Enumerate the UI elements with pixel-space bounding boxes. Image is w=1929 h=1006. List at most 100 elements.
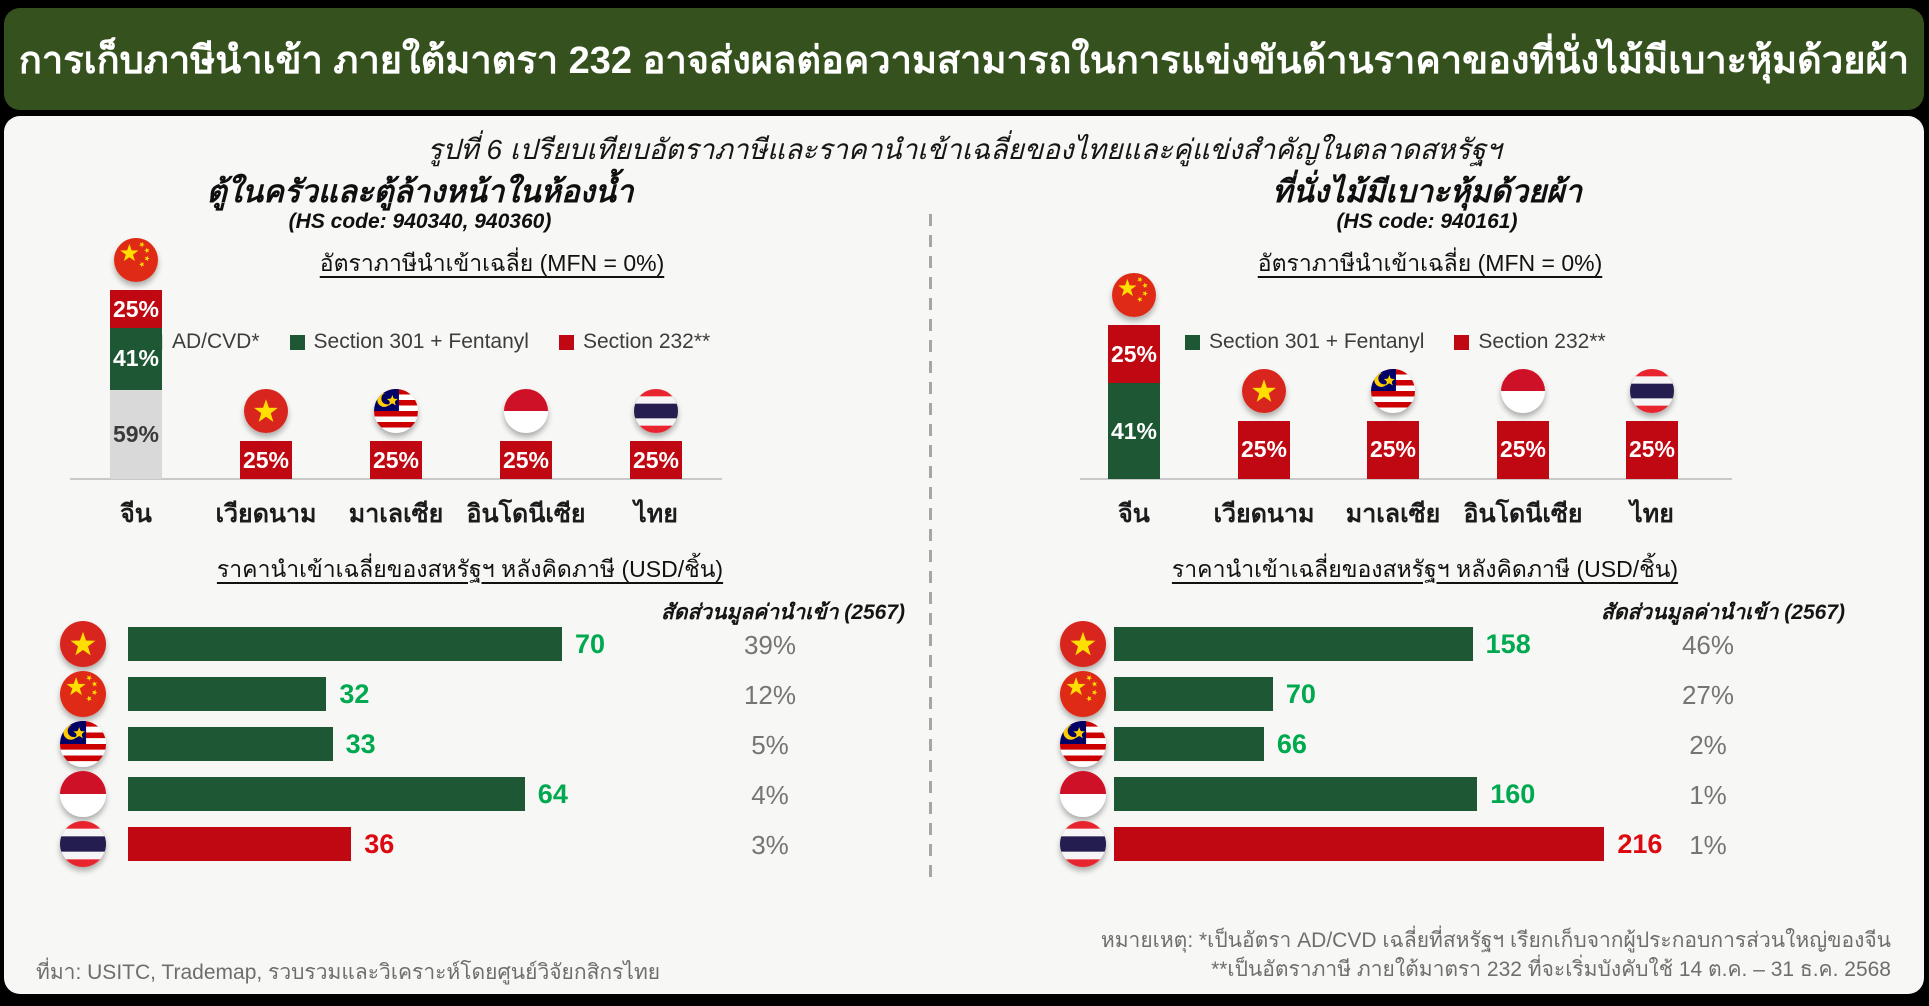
- legend-label: AD/CVD*: [172, 330, 260, 353]
- price-value-vietnam: 70: [575, 629, 606, 659]
- tariff-segment-value: 41%: [112, 345, 160, 372]
- tariff-xlabel-malaysia: มาเลเซีย: [348, 500, 444, 528]
- price-value-thailand: 216: [1617, 829, 1663, 859]
- tariff-segment-value: 25%: [502, 446, 550, 473]
- tariff-xlabel-indonesia: อินโดนีเซีย: [1463, 500, 1583, 528]
- price-bar-indonesia: [1114, 777, 1478, 811]
- price-bar-indonesia: [128, 777, 525, 811]
- legend-item-gray: AD/CVD*: [148, 330, 260, 354]
- flag-thailand-icon: [1060, 821, 1106, 867]
- tariff-xlabel-vietnam: เวียดนาม: [1213, 500, 1315, 528]
- flag-indonesia-icon: [60, 771, 106, 817]
- import-share-vietnam: 46%: [1681, 630, 1735, 660]
- legend-item-red: Section 232**: [1454, 330, 1606, 354]
- left-tariff-heading: อัตราภาษีนำเข้าเฉลี่ย (MFN = 0%): [319, 250, 665, 276]
- right-tariff-axis: [1080, 478, 1732, 480]
- tariff-bar-segment-red: 25%: [1497, 420, 1549, 479]
- tariff-xlabel-indonesia: อินโดนีเซีย: [466, 500, 586, 528]
- price-bar-malaysia: [128, 727, 333, 761]
- tariff-segment-value: 25%: [372, 446, 420, 473]
- left-price-heading: ราคานำเข้าเฉลี่ยของสหรัฐฯ หลังคิดภาษี (U…: [216, 556, 724, 582]
- figure-caption: รูปที่ 6 เปรียบเทียบอัตราภาษีและราคานำเข…: [427, 134, 1502, 165]
- flag-thailand-icon: [1630, 368, 1674, 413]
- tariff-segment-value: 25%: [112, 295, 160, 322]
- price-bar-china: [128, 677, 327, 711]
- footnote-2: **เป็นอัตราภาษี ภายใต้มาตรา 232 ที่จะเริ…: [1211, 958, 1891, 981]
- right-panel-title: ที่นั่งไม้มีเบาะหุ้มด้วยผ้า: [1272, 174, 1582, 209]
- flag-china-icon: [60, 671, 106, 717]
- left-tariff-axis: [70, 478, 722, 480]
- legend-item-green: Section 301 + Fentanyl: [1185, 330, 1424, 354]
- legend-label: Section 301 + Fentanyl: [1209, 330, 1425, 353]
- tariff-bar-segment-green: 41%: [1108, 383, 1160, 479]
- price-value-thailand: 36: [364, 829, 395, 859]
- price-value-malaysia: 33: [345, 729, 376, 759]
- tariff-bar-segment-green: 41%: [110, 328, 162, 390]
- price-value-china: 70: [1285, 679, 1316, 709]
- flag-china-icon: [1112, 273, 1156, 318]
- right-tariff-legend: Section 301 + Fentanyl Section 232**: [1185, 330, 1606, 354]
- flag-vietnam-icon: [244, 389, 288, 434]
- tariff-bar-segment-gray: 59%: [110, 389, 162, 479]
- flag-china-icon: [1060, 671, 1106, 717]
- price-bar-vietnam: [128, 627, 562, 661]
- page-title: การเก็บภาษีนำเข้า ภายใต้มาตรา 232 อาจส่ง…: [18, 39, 1910, 82]
- tariff-xlabel-vietnam: เวียดนาม: [215, 500, 317, 528]
- price-value-vietnam: 158: [1485, 629, 1531, 659]
- import-share-thailand: 1%: [1689, 830, 1727, 860]
- tariff-xlabel-malaysia: มาเลเซีย: [1345, 500, 1441, 528]
- import-share-malaysia: 2%: [1689, 730, 1727, 760]
- tariff-bar-segment-red: 25%: [500, 441, 552, 479]
- left-share-header: สัดส่วนมูลค่านำเข้า (2567): [661, 601, 905, 624]
- import-share-malaysia: 5%: [751, 730, 789, 760]
- tariff-segment-value: 41%: [1110, 417, 1158, 444]
- tariff-bar-segment-red: 25%: [1367, 420, 1419, 479]
- legend-label: Section 232**: [582, 330, 711, 353]
- tariff-bar-segment-red: 25%: [1108, 325, 1160, 384]
- legend-label: Section 301 + Fentanyl: [313, 330, 529, 353]
- right-share-header: สัดส่วนมูลค่านำเข้า (2567): [1601, 601, 1845, 624]
- tariff-xlabel-thailand: ไทย: [1630, 500, 1674, 528]
- legend-item-green: Section 301 + Fentanyl: [289, 330, 529, 354]
- import-share-china: 12%: [743, 680, 797, 710]
- price-bar-malaysia: [1114, 727, 1264, 761]
- footnote-1: หมายเหตุ: *เป็นอัตรา AD/CVD เฉลี่ยที่สหร…: [1100, 929, 1891, 952]
- right-tariff-heading: อัตราภาษีนำเข้าเฉลี่ย (MFN = 0%): [1257, 250, 1603, 276]
- price-bar-vietnam: [1114, 627, 1473, 661]
- tariff-segment-value: 25%: [1499, 436, 1547, 463]
- tariff-bar-segment-red: 25%: [1238, 420, 1290, 479]
- tariff-bar-segment-red: 25%: [110, 290, 162, 328]
- import-share-indonesia: 4%: [751, 780, 789, 810]
- price-value-malaysia: 66: [1276, 729, 1307, 759]
- tariff-segment-value: 25%: [1369, 436, 1417, 463]
- flag-thailand-icon: [60, 821, 106, 867]
- tariff-bar-segment-red: 25%: [240, 441, 292, 479]
- tariff-segment-value: 25%: [1628, 436, 1676, 463]
- flag-malaysia-icon: [1371, 368, 1415, 413]
- price-bar-thailand: [1114, 827, 1605, 861]
- legend-label: Section 232**: [1478, 330, 1606, 353]
- tariff-segment-value: 25%: [632, 446, 680, 473]
- import-share-china: 27%: [1681, 680, 1735, 710]
- title-banner: การเก็บภาษีนำเข้า ภายใต้มาตรา 232 อาจส่ง…: [4, 8, 1924, 110]
- tariff-segment-value: 25%: [1240, 436, 1288, 463]
- panel-divider: [929, 214, 932, 878]
- price-value-china: 32: [339, 679, 370, 709]
- tariff-xlabel-china: จีน: [120, 500, 152, 528]
- flag-thailand-icon: [634, 389, 678, 434]
- footnotes: หมายเหตุ: *เป็นอัตรา AD/CVD เฉลี่ยที่สหร…: [1101, 926, 1891, 984]
- tariff-bar-segment-red: 25%: [370, 441, 422, 479]
- left-panel-title: ตู้ในครัวและตู้ล้างหน้าในห้องน้ำ: [206, 174, 634, 209]
- tariff-bar-segment-red: 25%: [1626, 420, 1678, 479]
- flag-vietnam-icon: [60, 621, 106, 667]
- right-panel-hs-code: (HS code: 940161): [1336, 210, 1518, 233]
- import-share-thailand: 3%: [751, 830, 789, 860]
- price-value-indonesia: 64: [537, 779, 568, 809]
- flag-indonesia-icon: [1060, 771, 1106, 817]
- flag-indonesia-icon: [1501, 368, 1545, 413]
- flag-malaysia-icon: [60, 721, 106, 767]
- left-tariff-legend: AD/CVD* Section 301 + Fentanyl Section 232…: [148, 330, 710, 354]
- tariff-segment-value: 25%: [242, 446, 290, 473]
- flag-vietnam-icon: [1242, 368, 1286, 413]
